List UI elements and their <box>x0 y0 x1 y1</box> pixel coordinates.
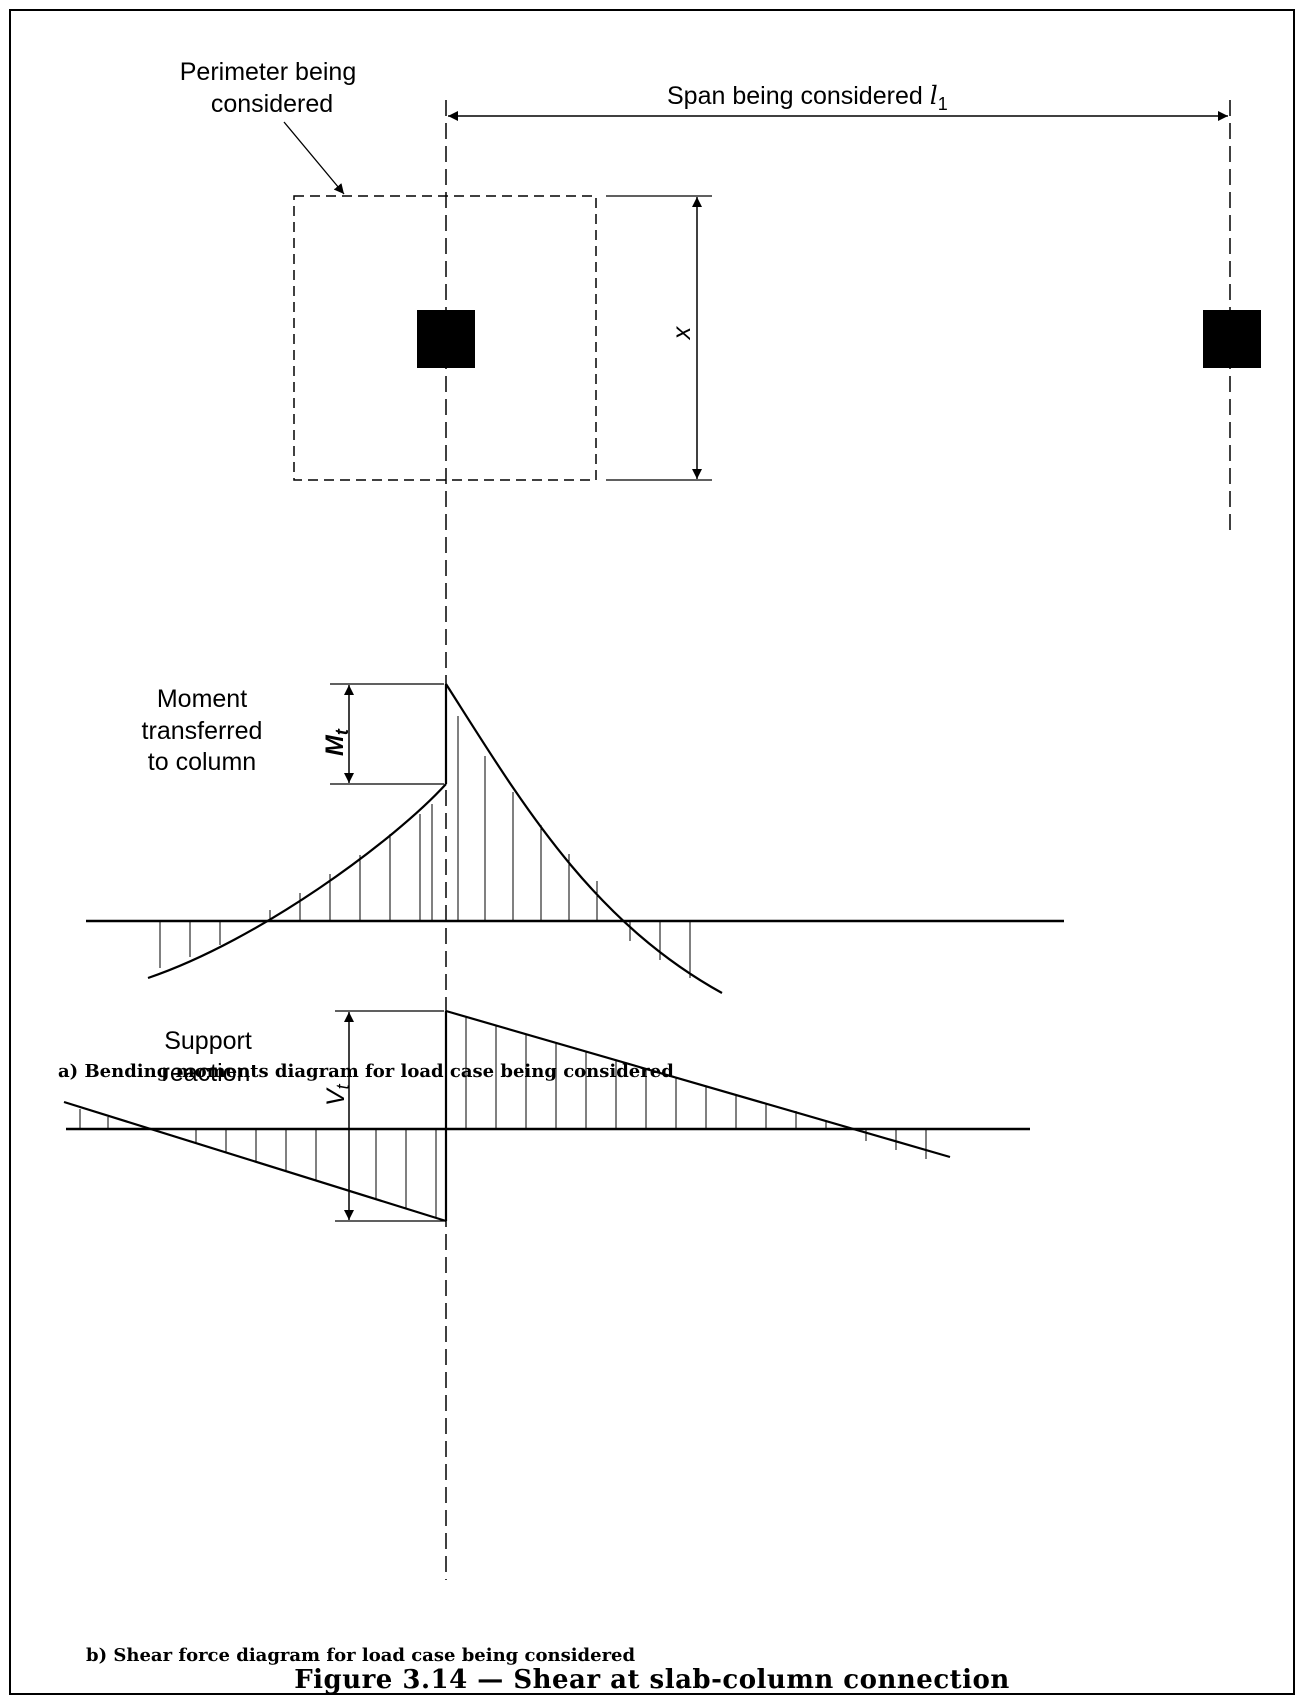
bmd-curve-left <box>147 783 447 980</box>
sfd-line-left <box>63 1100 447 1223</box>
bmd-curve-right <box>445 683 723 994</box>
perimeter-label-line2: considered <box>211 90 333 118</box>
perimeter-label-line1: Perimeter being <box>180 58 356 86</box>
moment-label-line2: transferred <box>142 717 263 745</box>
sfd-line-right <box>445 1009 951 1159</box>
moment-label-line1: Moment <box>157 685 247 713</box>
perimeter-leader-arrow <box>283 121 345 195</box>
plan-view: Span being considered l1 Perimeter being… <box>180 58 1261 1016</box>
caption-b: b) Shear force diagram for load case bei… <box>86 1645 636 1666</box>
figure-title: Figure 3.14 — Shear at slab-column conne… <box>294 1665 1010 1695</box>
column-right <box>1203 310 1261 368</box>
x-label: x <box>668 325 696 340</box>
support-label-line2: reaction <box>162 1059 251 1087</box>
mt-label: Mt <box>321 728 352 756</box>
support-label-line1: Support <box>164 1027 252 1055</box>
shear-force-diagram: Vt Support reaction <box>63 1009 1030 1580</box>
moment-label-line3: to column <box>148 748 256 776</box>
caption-a: a) Bending moments diagram for load case… <box>58 1061 674 1082</box>
span-label: Span being considered l1 <box>667 81 948 114</box>
bending-moment-diagram: Mt Moment transferred to column <box>86 683 1064 994</box>
perimeter-dashed-box <box>293 195 597 481</box>
sfd-hatching <box>79 1017 927 1218</box>
vt-label: Vt <box>322 1083 353 1106</box>
figure-frame <box>9 9 1295 1695</box>
column-left <box>417 310 475 368</box>
